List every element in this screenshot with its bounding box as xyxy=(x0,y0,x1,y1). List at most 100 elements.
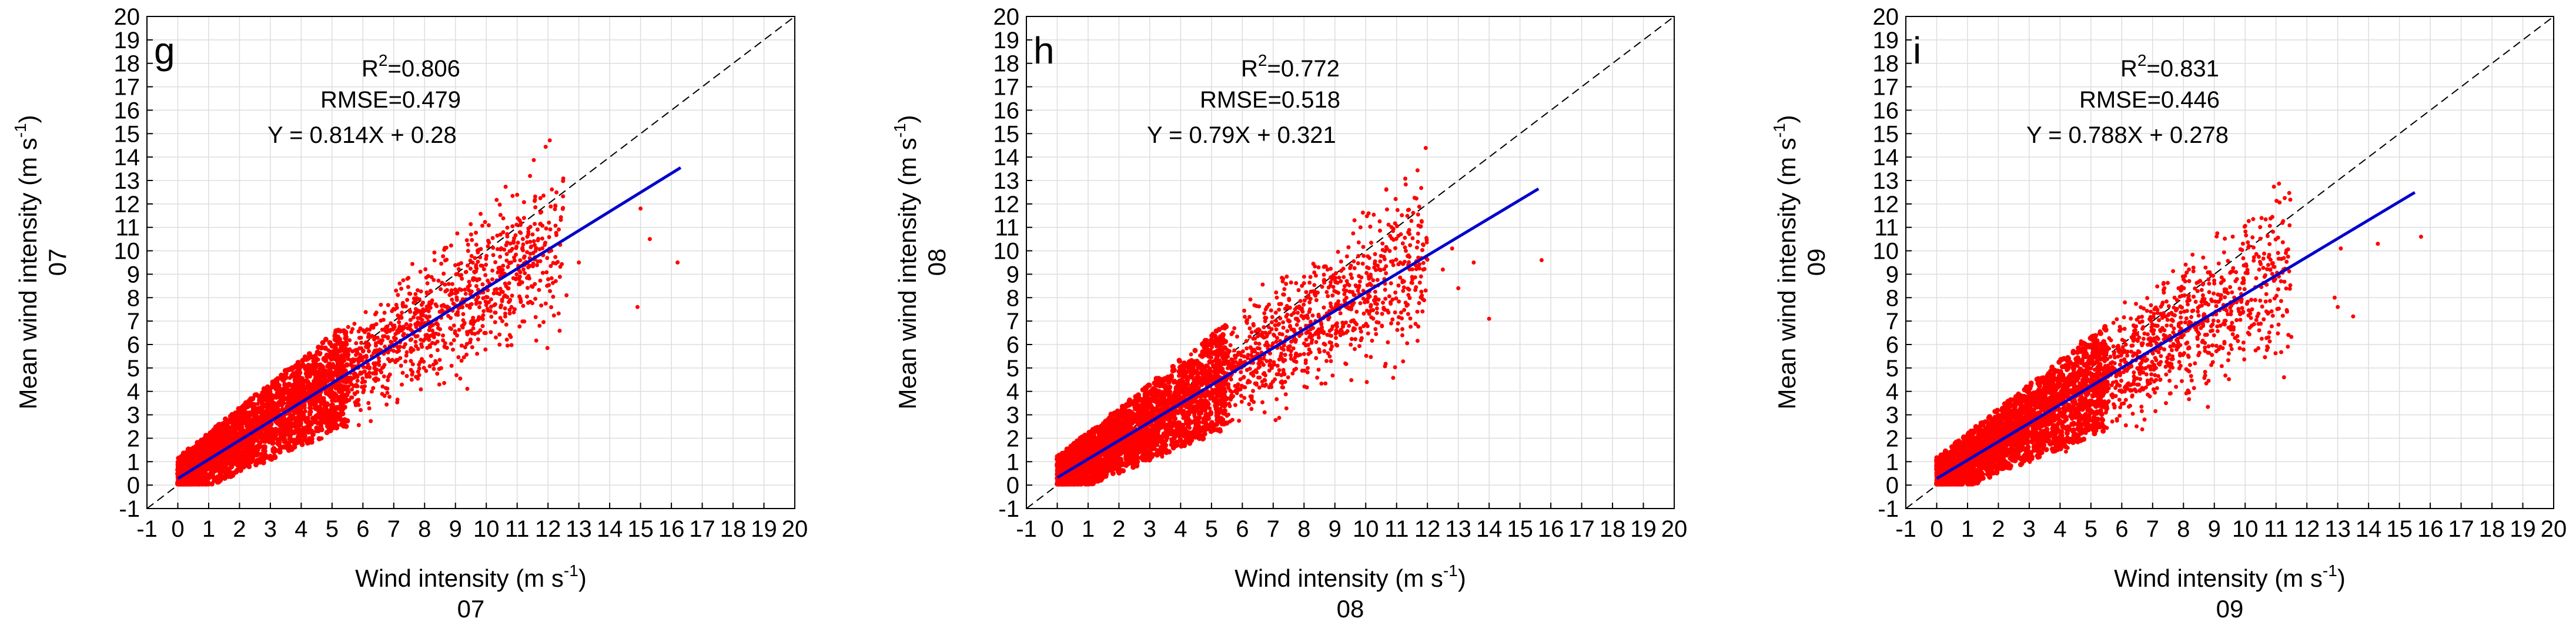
x-axis-label: Wind intensity (m s-1) xyxy=(2114,561,2346,592)
x-tick-label: 18 xyxy=(720,516,747,542)
x-tick-label: 20 xyxy=(1661,516,1688,542)
x-tick-label: 5 xyxy=(1205,516,1218,542)
x-tick-label: 3 xyxy=(2023,516,2036,542)
x-tick-label: 2 xyxy=(1992,516,2005,542)
y-axis-sublabel: 07 xyxy=(44,249,71,276)
panel-label: i xyxy=(1913,29,1921,72)
y-tick-label: 18 xyxy=(993,51,1020,77)
y-tick-label: 1 xyxy=(1006,449,1019,475)
rmse-label: RMSE=0.446 xyxy=(2079,87,2220,113)
y-axis-label: Mean wind intensity (m s-1) xyxy=(1770,115,1801,409)
y-tick-label: 11 xyxy=(995,215,1019,241)
panel-g: -1 0 1 2 3 4 5 6 7 8 9 10 11 12 13 14 15 16 17 18 19 20 -1012… xyxy=(11,4,808,623)
x-tick-label: 12 xyxy=(535,516,561,542)
equation-label: Y = 0.814X + 0.28 xyxy=(267,122,457,148)
x-tick-label: 9 xyxy=(449,516,462,542)
y-tick-label: 8 xyxy=(1006,285,1019,311)
x-tick-label: 4 xyxy=(1174,516,1187,542)
y-tick-label: 1 xyxy=(1886,449,1899,475)
y-tick-label: 16 xyxy=(993,98,1020,123)
y-tick-label: 10 xyxy=(114,239,140,265)
plot-frame xyxy=(1905,16,2554,509)
x-tick-label: 11 xyxy=(505,516,530,542)
x-tick-label: 3 xyxy=(1143,516,1156,542)
panel-i: -1 0 1 2 3 4 5 6 7 8 9 10 11 12 13 14 15 16 17 18 19 20 -1012… xyxy=(1770,4,2567,623)
x-tick-label: 3 xyxy=(264,516,277,542)
x-tick-label: 14 xyxy=(2356,516,2382,542)
y-tick-label: 15 xyxy=(1873,121,1899,147)
y-tick-label: 4 xyxy=(1006,379,1019,405)
x-tick-label: 12 xyxy=(2294,516,2320,542)
x-tick-label: 18 xyxy=(1600,516,1626,542)
y-tick-label: 9 xyxy=(127,262,140,287)
x-tick-label: 6 xyxy=(356,516,369,542)
y-tick-label: -1 xyxy=(998,496,1019,522)
r2-label: R2=0.831 xyxy=(2120,51,2219,82)
x-tick-label: 18 xyxy=(2479,516,2505,542)
y-tick-label: 15 xyxy=(114,121,140,147)
y-tick-label: 6 xyxy=(1006,332,1019,358)
y-tick-label: 3 xyxy=(127,403,140,429)
y-tick-label: 20 xyxy=(993,4,1020,30)
grid xyxy=(1906,16,2554,509)
x-tick-label: 6 xyxy=(1236,516,1249,542)
y-tick-label: 14 xyxy=(1873,145,1899,170)
x-tick-labels: -1 0 1 2 3 4 5 6 7 8 9 10 11 12 13 14 15 16 17 18 19 20 xyxy=(1895,503,2567,542)
fit-line-group xyxy=(177,166,682,480)
x-tick-label: 17 xyxy=(689,516,715,542)
panel-label: h xyxy=(1033,29,1055,72)
y-tick-label: 20 xyxy=(114,4,140,30)
y-tick-label: 18 xyxy=(114,51,140,77)
x-tick-label: 10 xyxy=(473,516,500,542)
x-tick-label: 10 xyxy=(2232,516,2259,542)
x-tick-label: 7 xyxy=(2146,516,2159,542)
x-axis-sublabel: 07 xyxy=(457,595,485,623)
x-tick-label: 19 xyxy=(751,516,777,542)
x-tick-label: 13 xyxy=(2324,516,2351,542)
x-tick-label: 2 xyxy=(233,516,246,542)
x-tick-label: 13 xyxy=(1445,516,1471,542)
x-tick-label: 2 xyxy=(1112,516,1125,542)
fit-line xyxy=(1936,191,2416,480)
x-tick-label: 5 xyxy=(326,516,339,542)
x-tick-label: 15 xyxy=(1507,516,1533,542)
y-tick-label: 2 xyxy=(1886,426,1899,452)
r2-label: R2=0.772 xyxy=(1241,51,1340,82)
fit-line-group xyxy=(1936,191,2416,480)
y-tick-label: 0 xyxy=(1886,473,1899,499)
y-tick-label: 15 xyxy=(993,121,1020,147)
x-tick-label: 14 xyxy=(1476,516,1503,542)
y-tick-label: 12 xyxy=(993,192,1020,218)
y-tick-label: 11 xyxy=(115,215,140,241)
x-tick-label: 12 xyxy=(1414,516,1441,542)
x-tick-label: 19 xyxy=(1630,516,1657,542)
x-tick-label: 19 xyxy=(2510,516,2536,542)
y-tick-label: 13 xyxy=(993,168,1020,194)
x-tick-label: -1 xyxy=(1016,516,1037,542)
y-tick-label: 16 xyxy=(114,98,140,123)
y-tick-label: 7 xyxy=(1006,309,1019,335)
x-tick-label: 10 xyxy=(1353,516,1379,542)
x-axis-label: Wind intensity (m s-1) xyxy=(355,561,587,592)
fit-line xyxy=(1056,188,1540,479)
y-tick-label: 16 xyxy=(1873,98,1899,123)
x-tick-label: 16 xyxy=(1538,516,1564,542)
y-tick-label: 8 xyxy=(127,285,140,311)
x-tick-label: 9 xyxy=(1329,516,1341,542)
x-tick-label: 8 xyxy=(2177,516,2190,542)
x-tick-label: 9 xyxy=(2208,516,2221,542)
x-tick-label: 5 xyxy=(2085,516,2097,542)
r2-label: R2=0.806 xyxy=(362,51,460,82)
x-tick-label: 4 xyxy=(295,516,307,542)
y-tick-label: 14 xyxy=(114,145,140,170)
x-tick-label: 17 xyxy=(1568,516,1595,542)
y-tick-label: 11 xyxy=(1874,215,1899,241)
y-tick-label: 19 xyxy=(1873,28,1899,53)
y-tick-label: 10 xyxy=(1873,239,1899,265)
x-tick-label: 8 xyxy=(418,516,431,542)
x-tick-label: 7 xyxy=(1267,516,1280,542)
y-tick-label: 13 xyxy=(114,168,140,194)
